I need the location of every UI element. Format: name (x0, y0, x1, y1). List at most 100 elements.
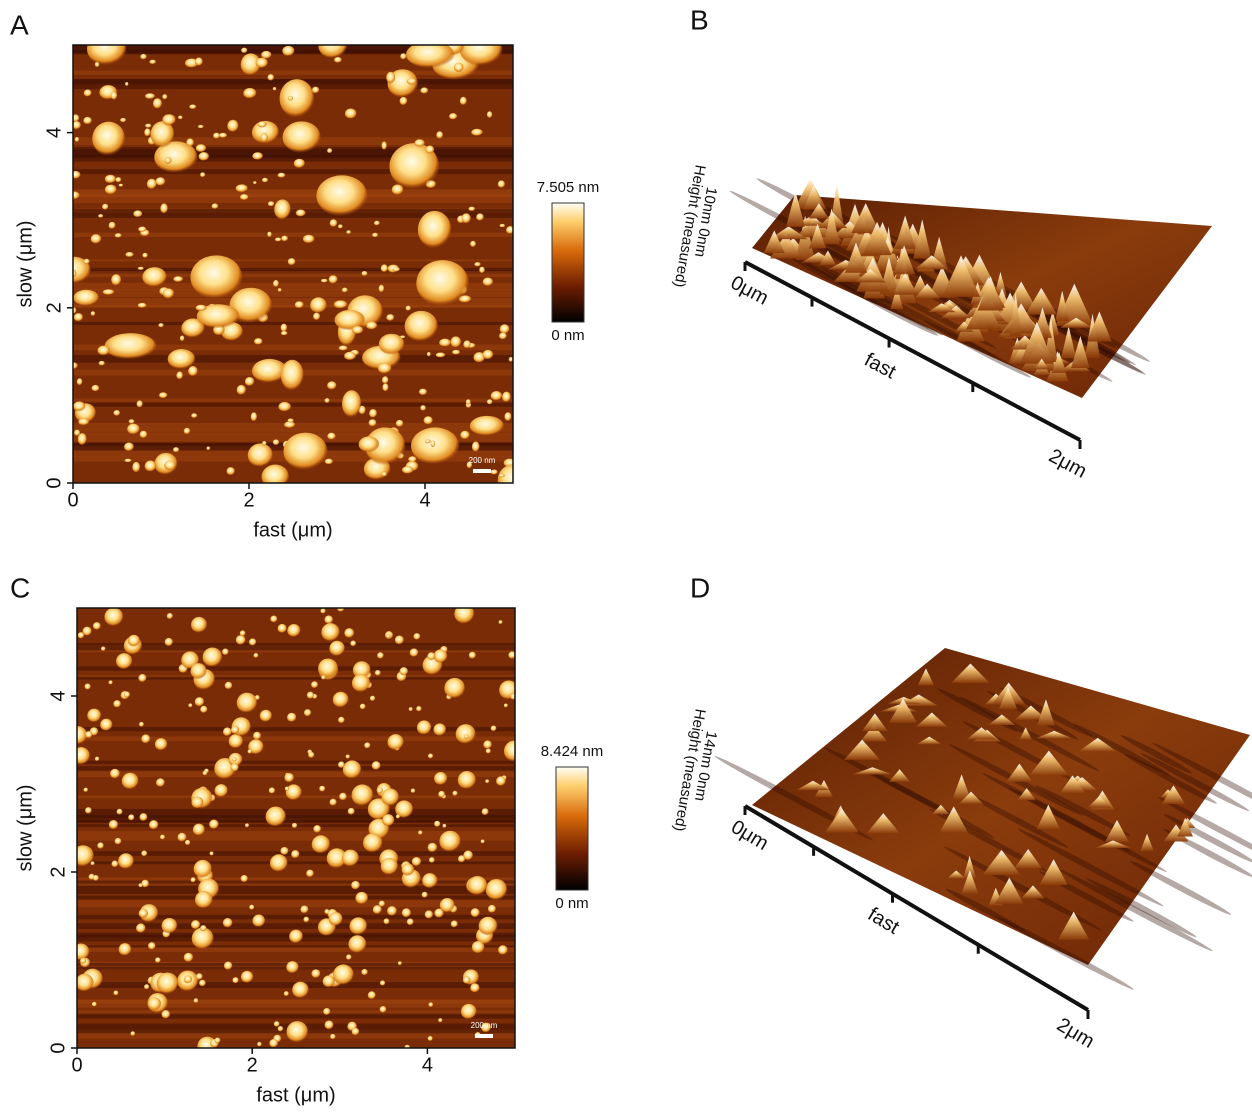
particle (375, 670, 381, 676)
particle (369, 409, 377, 418)
particle (346, 230, 351, 234)
particle (292, 823, 297, 828)
particle (366, 322, 377, 330)
particle (156, 778, 165, 787)
streak (77, 727, 515, 731)
particle (418, 211, 451, 249)
particle (483, 350, 494, 360)
particle (303, 235, 315, 244)
particle (252, 152, 263, 160)
particle (253, 732, 261, 740)
particle (159, 392, 167, 398)
particle (482, 808, 489, 815)
figure: A200 nm024024fast (μm)slow (μm)7.505 nm0… (0, 0, 1252, 1112)
particle (103, 289, 115, 295)
colorbar-min-label: 0 nm (555, 895, 588, 912)
particle (149, 60, 156, 64)
particle (469, 652, 476, 659)
particle (278, 288, 282, 292)
particle (241, 875, 248, 882)
particle (400, 335, 405, 338)
particle (93, 875, 99, 881)
particle (499, 620, 503, 624)
particle (105, 175, 116, 184)
particle (278, 1026, 284, 1032)
particle (101, 646, 106, 651)
particle (127, 424, 140, 435)
particle (251, 412, 257, 421)
particle (209, 820, 219, 830)
particle (133, 210, 142, 217)
particle (386, 72, 395, 84)
particle (195, 891, 213, 909)
particle (195, 697, 204, 706)
particle (318, 33, 347, 58)
particle (419, 389, 427, 396)
particle (460, 97, 467, 106)
particle (374, 221, 380, 226)
particle (329, 912, 343, 926)
particle (141, 734, 150, 743)
particle (261, 51, 271, 59)
particle (167, 613, 173, 619)
particle (163, 288, 174, 298)
particle (158, 323, 163, 327)
y-axis-label: slow (μm) (14, 784, 36, 871)
axis-end-label: 2μm (1045, 445, 1090, 483)
particle (136, 923, 146, 933)
particle (460, 34, 503, 66)
streak (73, 322, 513, 325)
particle (359, 436, 380, 452)
particle (139, 813, 147, 821)
particle (260, 710, 272, 722)
particle (105, 333, 157, 359)
particle (382, 141, 387, 150)
particle (91, 234, 102, 244)
particle (307, 692, 314, 699)
particle (387, 906, 397, 916)
particle (382, 383, 388, 391)
particle (342, 288, 348, 293)
particle (294, 159, 305, 169)
particle (260, 133, 268, 143)
particle (433, 723, 446, 736)
particle (74, 290, 99, 306)
particle (438, 791, 445, 798)
particle (487, 399, 493, 404)
particle (450, 336, 461, 347)
particle (405, 311, 438, 342)
particle (381, 789, 399, 807)
particle (472, 941, 485, 954)
particle (249, 905, 254, 910)
particle (434, 772, 447, 785)
scale-bar (475, 1034, 493, 1038)
particle (138, 267, 144, 270)
particle (73, 401, 85, 411)
particle (422, 873, 437, 888)
particle (342, 850, 359, 867)
particle (350, 641, 356, 647)
particle (304, 709, 311, 716)
axis-name: fast (861, 349, 900, 384)
streak (77, 999, 515, 1003)
particle (420, 405, 426, 411)
streak (77, 666, 515, 670)
particle (124, 442, 134, 451)
particle (416, 260, 469, 306)
particle (268, 201, 274, 206)
particle (155, 957, 161, 963)
particle (303, 917, 309, 923)
particle (245, 377, 254, 386)
particle (232, 977, 238, 983)
particle (109, 680, 113, 684)
particle (191, 920, 200, 929)
particle (460, 431, 469, 440)
colorbar (556, 767, 588, 890)
particle (270, 616, 277, 623)
particle (281, 360, 304, 391)
particle (273, 439, 279, 445)
axis-start-label: 0μm (727, 272, 772, 310)
particle (257, 1042, 262, 1047)
particle (274, 1021, 280, 1027)
particle (410, 648, 419, 657)
